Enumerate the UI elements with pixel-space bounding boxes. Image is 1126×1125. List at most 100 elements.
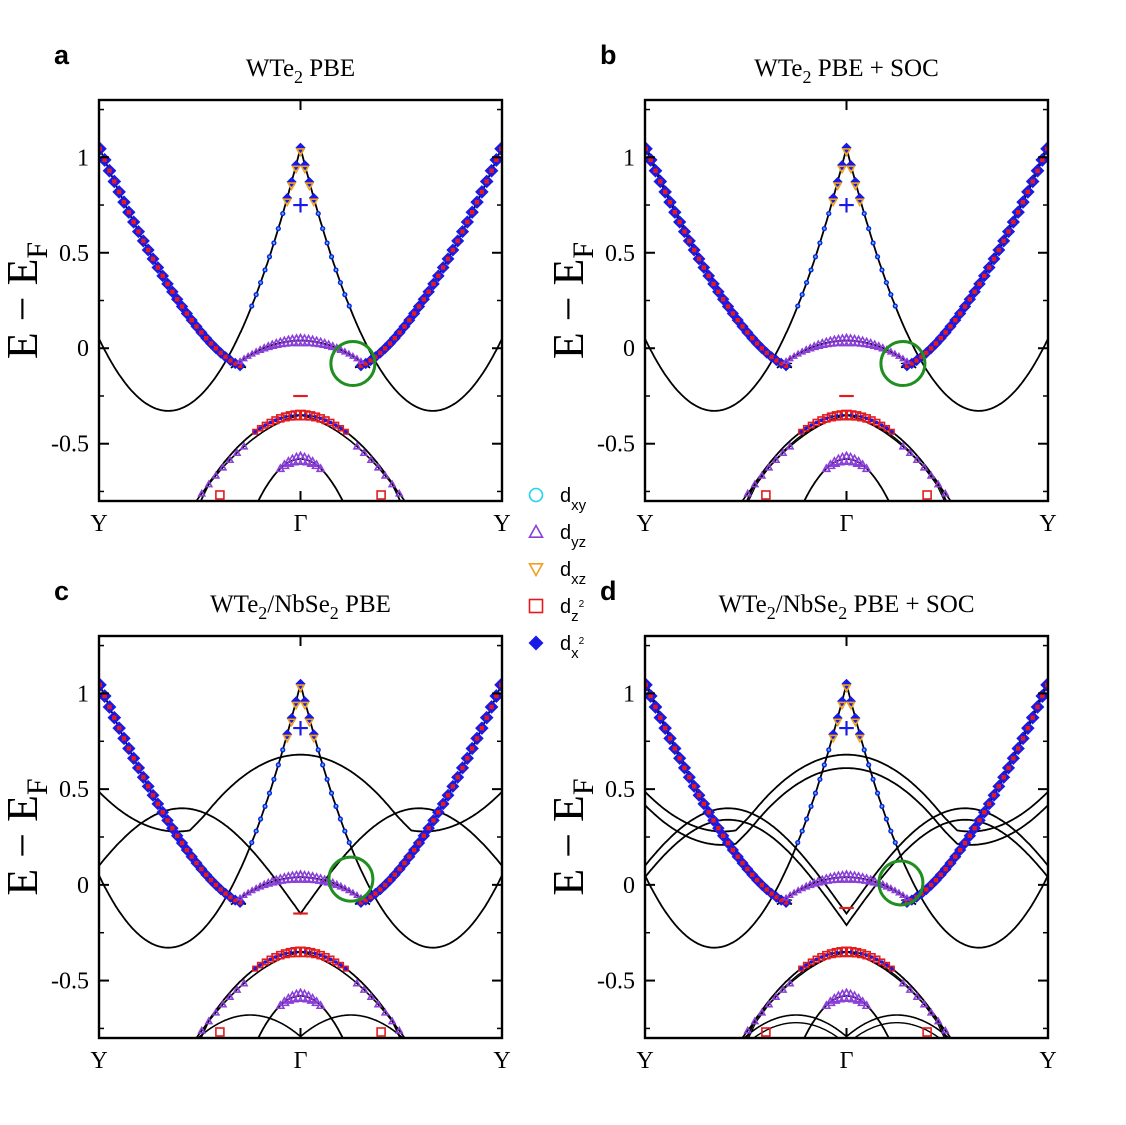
marker-dz2 — [662, 725, 668, 731]
plus-marker: + — [292, 189, 310, 222]
marker-dz2 — [672, 209, 678, 215]
marker-dz2 — [687, 775, 692, 780]
marker-dxy-inner — [272, 778, 276, 781]
marker-dz2 — [358, 900, 364, 905]
marker-dyz — [857, 459, 869, 470]
marker-dyz — [886, 883, 895, 892]
marker-dz2 — [376, 490, 386, 500]
marker-dx2-dot — [814, 957, 819, 962]
panel-letter: b — [600, 40, 617, 70]
band-deep — [803, 458, 890, 501]
marker-dxy-inner — [263, 805, 267, 808]
marker-dz2 — [922, 490, 932, 500]
band-electron-soc — [645, 142, 1048, 365]
marker-dz2 — [208, 877, 214, 883]
marker-dz2 — [160, 273, 165, 279]
marker-dz2 — [720, 833, 726, 838]
marker-dz2 — [416, 840, 422, 846]
marker-dxy-inner — [867, 763, 870, 767]
marker-dyz — [197, 488, 207, 497]
marker-dxy-inner — [814, 791, 817, 795]
marker-dxy-inner — [818, 778, 822, 781]
marker-dz2 — [170, 289, 175, 294]
x-tick-label: Γ — [294, 511, 308, 537]
marker-dyz — [778, 448, 788, 457]
plus-marker: + — [838, 189, 856, 222]
marker-dx2-dot — [318, 953, 323, 957]
marker-dz2 — [725, 304, 731, 309]
marker-dyz — [786, 354, 794, 362]
panel-c: + − -0.5 0 0.5 1 Y Γ Y E − EF WTe2/NbSe2 PBE c — [0, 576, 511, 1074]
marker-dz2 — [392, 335, 398, 341]
marker-dz2 — [445, 256, 451, 262]
marker-dxz — [854, 734, 865, 744]
weyl-point-highlight — [329, 340, 377, 388]
marker-dx2-dot — [864, 953, 869, 957]
marker-dx2 — [282, 729, 293, 740]
marker-dx2-dot — [869, 955, 874, 959]
marker-dz2 — [909, 897, 914, 903]
marker-dx2-dot — [824, 953, 829, 957]
legend-item: dz2 — [528, 596, 585, 625]
marker-dz2 — [1035, 168, 1040, 173]
weyl-point-highlight — [879, 340, 927, 388]
marker-dz2 — [421, 297, 427, 302]
marker-dxz — [308, 734, 319, 744]
marker-dz2 — [489, 704, 494, 710]
marker-dxy-inner — [823, 227, 826, 230]
marker-dyz — [340, 883, 349, 892]
marker-dz2 — [919, 354, 924, 360]
marker-dz2 — [256, 424, 264, 432]
marker-dz2 — [667, 736, 673, 741]
marker-dyz — [821, 463, 832, 473]
marker-dz2 — [215, 490, 225, 500]
marker-dxy-inner — [863, 212, 866, 215]
marker-dz2 — [672, 746, 678, 751]
marker-dz2 — [199, 330, 204, 335]
marker-dxy-inner — [871, 241, 875, 245]
marker-dyz — [336, 345, 346, 353]
marker-dz2 — [1011, 219, 1016, 225]
marker-dyz — [782, 357, 790, 365]
marker-dz2 — [783, 900, 789, 905]
marker-dyz — [366, 992, 376, 1000]
marker-dyz — [255, 881, 265, 890]
legend: dxy dyz dxz dz2 dx2 — [528, 485, 587, 662]
band-deep — [803, 995, 890, 1038]
marker-dxy-inner — [805, 817, 808, 821]
marker-dz2 — [769, 891, 774, 896]
marker-dz2 — [943, 866, 948, 872]
marker-dz2 — [735, 317, 740, 323]
marker-dyz — [869, 876, 880, 886]
marker-dz2 — [252, 428, 259, 435]
marker-dxz — [308, 198, 319, 208]
minus-marker: − — [292, 380, 310, 413]
marker-dxz — [300, 701, 310, 711]
legend-circle-icon — [528, 487, 544, 503]
marker-dyz — [387, 1016, 397, 1025]
marker-dz2 — [431, 818, 436, 823]
marker-dz2 — [716, 289, 721, 294]
marker-dyz — [248, 886, 256, 894]
marker-dz2 — [774, 358, 779, 363]
marker-dz2 — [991, 793, 997, 798]
marker-dxz — [837, 165, 847, 175]
marker-dz2 — [904, 900, 910, 905]
legend-item: dxy — [528, 485, 587, 514]
marker-dz2 — [1001, 775, 1006, 780]
marker-dz2 — [745, 330, 750, 335]
marker-dz2 — [822, 950, 831, 960]
marker-dyz — [315, 463, 326, 473]
marker-dz2 — [948, 860, 953, 866]
marker-dyz — [873, 341, 884, 351]
marker-dz2 — [194, 324, 199, 329]
marker-dx2-dot — [824, 416, 829, 421]
marker-dyz — [878, 343, 888, 352]
marker-dz2 — [141, 775, 146, 780]
marker-dyz — [821, 1000, 832, 1010]
marker-dyz — [225, 992, 235, 1000]
marker-dz2 — [730, 311, 736, 316]
y-axis-label: E − EF — [544, 242, 600, 359]
legend-item: dxz — [528, 559, 586, 588]
marker-dz2 — [276, 414, 285, 423]
